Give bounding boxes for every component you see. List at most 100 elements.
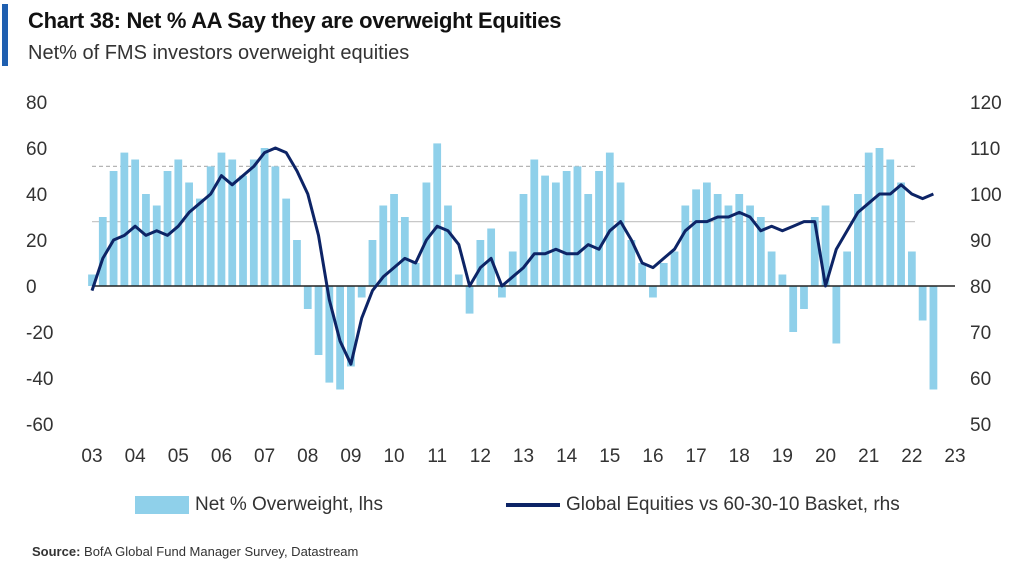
bar bbox=[400, 217, 409, 286]
bar bbox=[519, 194, 528, 286]
bar bbox=[476, 240, 485, 286]
bar-series bbox=[88, 143, 938, 390]
bar bbox=[357, 286, 366, 298]
bar bbox=[864, 152, 873, 286]
bar bbox=[907, 251, 916, 286]
bar bbox=[271, 166, 280, 286]
bar bbox=[293, 240, 301, 286]
bar bbox=[659, 263, 668, 286]
bar bbox=[875, 148, 884, 286]
bar bbox=[832, 286, 841, 344]
bar bbox=[843, 251, 852, 286]
bar bbox=[228, 159, 237, 286]
bar bbox=[454, 274, 463, 286]
bar bbox=[886, 159, 895, 286]
bar bbox=[670, 251, 679, 286]
bar bbox=[152, 205, 161, 286]
bar bbox=[120, 152, 129, 286]
y-left-tick-label: 20 bbox=[26, 231, 47, 252]
bar bbox=[767, 251, 776, 286]
x-tick-label: 12 bbox=[470, 446, 491, 467]
x-tick-label: 08 bbox=[297, 446, 318, 467]
bar bbox=[616, 182, 625, 286]
bar bbox=[530, 159, 539, 286]
bar bbox=[821, 205, 830, 286]
x-tick-label: 06 bbox=[211, 446, 232, 467]
bar bbox=[260, 148, 269, 286]
legend-bar-swatch bbox=[135, 495, 189, 514]
bar bbox=[347, 286, 355, 367]
chart-subtitle: Net% of FMS investors overweight equitie… bbox=[28, 42, 410, 64]
bar bbox=[724, 205, 733, 286]
bar bbox=[551, 182, 560, 286]
bar bbox=[109, 171, 118, 286]
source-label: Source: bbox=[32, 544, 81, 559]
bar bbox=[174, 159, 183, 286]
bar bbox=[498, 286, 506, 298]
bar bbox=[282, 198, 291, 286]
bar bbox=[217, 152, 226, 286]
bar bbox=[573, 166, 582, 286]
bar bbox=[239, 175, 247, 286]
bar bbox=[627, 240, 636, 286]
bar bbox=[131, 159, 140, 286]
bar bbox=[703, 182, 711, 286]
bar bbox=[390, 194, 398, 286]
bar bbox=[195, 198, 204, 286]
bar bbox=[681, 205, 690, 286]
bar bbox=[810, 217, 819, 286]
x-tick-label: 16 bbox=[642, 446, 663, 467]
line-series bbox=[90, 146, 934, 366]
bar bbox=[88, 274, 96, 286]
bar bbox=[649, 286, 657, 298]
x-tick-label: 11 bbox=[427, 446, 447, 467]
bar bbox=[422, 182, 431, 286]
y-right-tick-label: 120 bbox=[970, 93, 1002, 114]
x-tick-label: 07 bbox=[254, 446, 275, 467]
bar bbox=[98, 217, 107, 286]
bar bbox=[379, 205, 388, 286]
chart-title: Chart 38: Net % AA Say they are overweig… bbox=[28, 8, 562, 33]
y-left-tick-label: 0 bbox=[26, 277, 37, 298]
bar bbox=[508, 251, 517, 286]
x-tick-label: 14 bbox=[556, 446, 578, 467]
x-tick-label: 10 bbox=[383, 446, 404, 467]
x-tick-label: 03 bbox=[81, 446, 102, 467]
x-tick-label: 21 bbox=[858, 446, 879, 467]
x-tick-label: 13 bbox=[513, 446, 534, 467]
y-right-tick-label: 80 bbox=[970, 277, 991, 298]
x-tick-label: 04 bbox=[125, 446, 147, 467]
bar bbox=[897, 182, 905, 286]
bar bbox=[142, 194, 150, 286]
y-left-tick-label: -20 bbox=[26, 323, 53, 344]
bar bbox=[433, 143, 442, 286]
x-tick-label: 20 bbox=[815, 446, 836, 467]
y-right-tick-label: 110 bbox=[970, 139, 1000, 160]
bar bbox=[314, 286, 323, 355]
bar bbox=[163, 171, 172, 286]
bar bbox=[918, 286, 927, 321]
bar bbox=[638, 263, 647, 286]
bar bbox=[206, 166, 215, 286]
bar bbox=[595, 171, 603, 286]
left-axis-ticks: 80 60 40 20 0 -20 -40 -60 bbox=[26, 93, 53, 436]
x-tick-label: 23 bbox=[944, 446, 965, 467]
x-tick-label: 19 bbox=[772, 446, 793, 467]
bar bbox=[692, 189, 700, 286]
bar bbox=[929, 286, 938, 390]
legend-line-label: Global Equities vs 60-30-10 Basket, rhs bbox=[566, 494, 900, 515]
bar bbox=[411, 263, 420, 286]
bar bbox=[746, 205, 754, 286]
legend-item-line: Global Equities vs 60-30-10 Basket, rhs bbox=[506, 494, 900, 516]
bar bbox=[325, 286, 334, 383]
bar bbox=[562, 171, 571, 286]
bar bbox=[605, 152, 614, 286]
x-tick-label: 22 bbox=[901, 446, 922, 467]
y-right-tick-label: 60 bbox=[970, 369, 991, 390]
bar bbox=[713, 194, 722, 286]
bar bbox=[854, 194, 862, 286]
x-tick-label: 05 bbox=[168, 446, 189, 467]
bar bbox=[735, 194, 744, 286]
bar bbox=[800, 286, 808, 309]
bar bbox=[789, 286, 798, 332]
